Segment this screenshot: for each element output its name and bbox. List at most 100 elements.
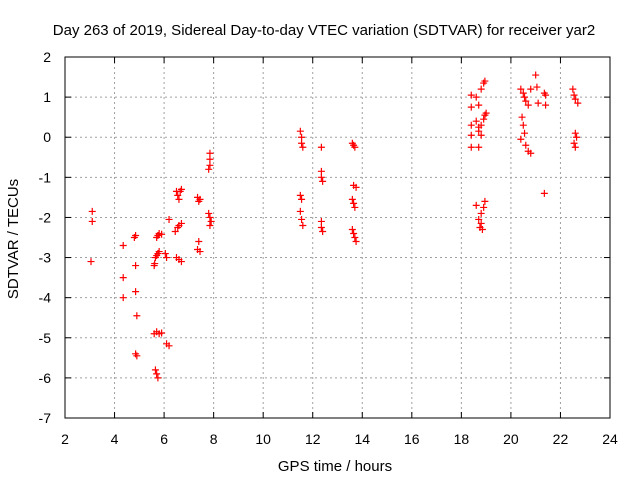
data-point xyxy=(350,199,358,207)
data-point xyxy=(517,85,525,93)
data-point xyxy=(518,113,526,121)
data-point xyxy=(317,217,325,225)
data-point xyxy=(132,262,140,270)
data-point xyxy=(206,161,214,169)
y-tick-label: -1 xyxy=(39,169,52,185)
data-point xyxy=(296,127,304,135)
data-point xyxy=(481,197,489,205)
data-point xyxy=(87,258,95,266)
data-point xyxy=(475,127,483,135)
data-point xyxy=(570,139,578,147)
data-point xyxy=(570,91,578,99)
data-point xyxy=(161,250,169,258)
data-point xyxy=(527,85,535,93)
data-point xyxy=(154,374,162,382)
data-point xyxy=(299,143,307,151)
x-tick-label: 2 xyxy=(61,431,69,447)
data-point xyxy=(177,258,185,266)
data-point xyxy=(574,99,582,107)
data-point xyxy=(174,191,182,199)
x-tick-label: 6 xyxy=(160,431,168,447)
data-point xyxy=(522,141,530,149)
data-point xyxy=(517,135,525,143)
data-point xyxy=(527,149,535,157)
data-point xyxy=(475,143,483,151)
y-tick-label: -4 xyxy=(39,290,52,306)
data-point xyxy=(519,121,527,129)
data-point xyxy=(206,221,214,229)
data-point xyxy=(158,329,166,337)
data-point xyxy=(132,231,140,239)
y-tick-label: -5 xyxy=(39,330,52,346)
data-point xyxy=(151,260,159,268)
data-point xyxy=(158,230,166,238)
data-point xyxy=(171,227,179,235)
data-point xyxy=(319,177,327,185)
data-point xyxy=(524,101,532,109)
data-point xyxy=(477,219,485,227)
data-point xyxy=(571,143,579,151)
data-point xyxy=(569,85,577,93)
data-point xyxy=(542,91,550,99)
data-point xyxy=(195,238,203,246)
x-tick-label: 8 xyxy=(210,431,218,447)
data-point xyxy=(177,219,185,227)
data-point xyxy=(298,215,306,223)
data-point xyxy=(299,221,307,229)
data-points xyxy=(87,71,582,382)
data-point xyxy=(153,370,161,378)
x-tick-label: 12 xyxy=(305,431,321,447)
data-point xyxy=(521,93,529,101)
data-point xyxy=(480,203,488,211)
data-point xyxy=(119,242,127,250)
data-point xyxy=(132,288,140,296)
data-point xyxy=(475,215,483,223)
x-tick-label: 24 xyxy=(602,431,618,447)
axis-ticks xyxy=(64,56,611,419)
data-point xyxy=(540,189,548,197)
x-tick-label: 22 xyxy=(553,431,569,447)
data-point xyxy=(477,121,485,129)
y-tick-label: 0 xyxy=(43,129,51,145)
data-point xyxy=(206,149,214,157)
data-point xyxy=(478,225,486,233)
data-point xyxy=(196,248,204,256)
data-point xyxy=(472,117,480,125)
data-point xyxy=(133,312,141,320)
y-tick-label: 1 xyxy=(43,89,51,105)
data-point xyxy=(165,342,173,350)
data-point xyxy=(206,213,214,221)
data-point xyxy=(196,195,204,203)
data-point xyxy=(296,207,304,215)
data-point xyxy=(522,97,530,105)
data-point xyxy=(175,195,183,203)
data-point xyxy=(475,101,483,109)
data-point xyxy=(477,85,485,93)
data-point xyxy=(571,129,579,137)
data-point xyxy=(119,294,127,302)
data-point xyxy=(296,191,304,199)
data-point xyxy=(351,234,359,241)
plot-frame xyxy=(64,56,611,419)
data-point xyxy=(88,207,96,215)
data-point xyxy=(351,203,359,211)
x-tick-label: 16 xyxy=(404,431,420,447)
data-point xyxy=(352,183,360,191)
data-point xyxy=(521,129,529,137)
data-point xyxy=(352,238,360,246)
data-point xyxy=(348,195,356,203)
data-point xyxy=(467,121,475,129)
y-tick-label: -3 xyxy=(39,250,52,266)
data-point xyxy=(317,173,325,181)
data-point xyxy=(298,139,306,147)
data-point xyxy=(482,109,490,117)
data-point xyxy=(155,248,163,256)
data-point xyxy=(351,143,359,151)
data-point xyxy=(317,167,325,175)
y-tick-label: -6 xyxy=(39,370,52,386)
data-point xyxy=(133,352,141,360)
y-tick-labels: -7 -6 -5 -4 -3 -2 -1 0 1 2 xyxy=(39,49,52,426)
data-point xyxy=(88,217,96,225)
